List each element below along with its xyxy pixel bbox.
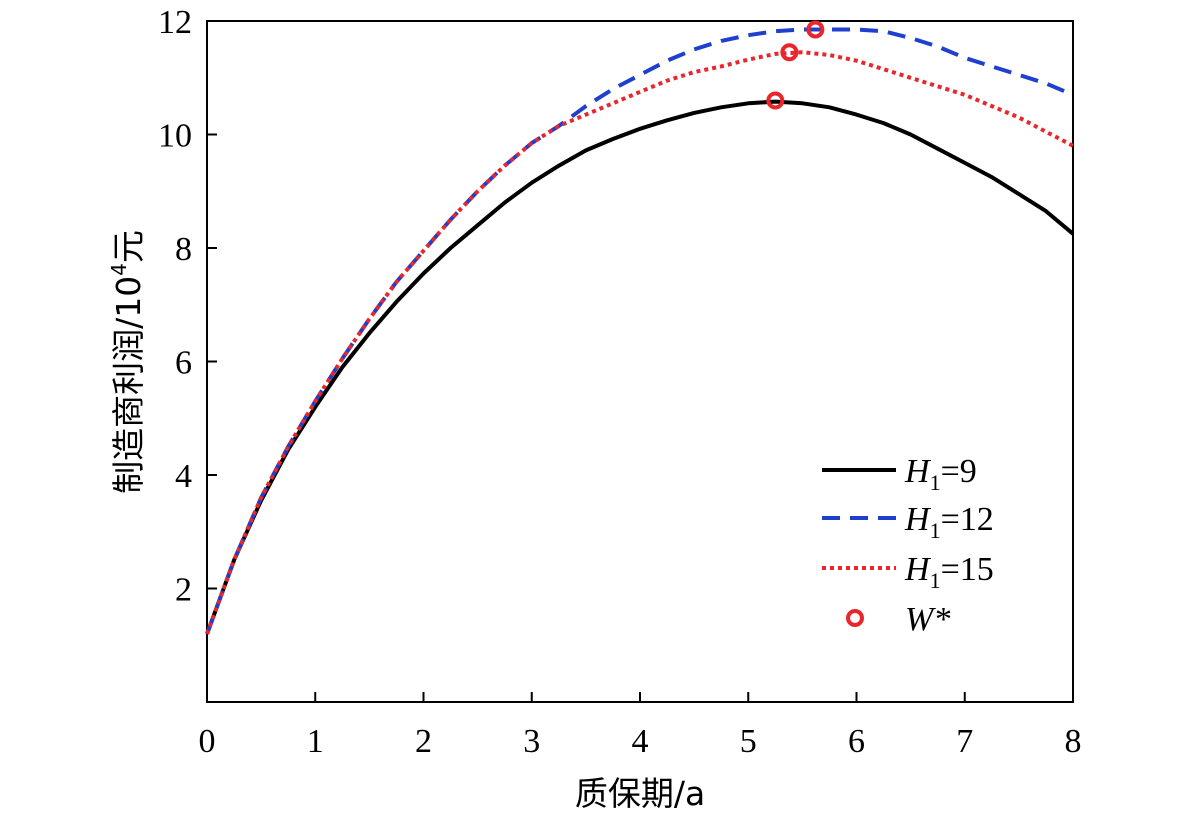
y-axis-title: 制造商利润/104元 xyxy=(107,230,148,494)
y-tick-label: 4 xyxy=(175,458,192,495)
legend-label-h1-9-main: H xyxy=(904,453,932,490)
y-tick-label: 10 xyxy=(158,118,192,155)
x-tick-label: 8 xyxy=(1065,723,1082,760)
series-line-h1-9 xyxy=(205,99,1075,635)
plot-frame xyxy=(206,20,1074,703)
y-axis-title-sup: 4 xyxy=(107,263,131,276)
y-axis-title-main: 制造商利润/10 xyxy=(109,276,148,494)
series-line-h1-15 xyxy=(205,50,1074,635)
x-tick-label: 4 xyxy=(632,723,649,760)
x-axis-title: 质保期/a xyxy=(575,774,705,813)
legend-label-h1-9-sub: 1 xyxy=(930,470,941,495)
y-axis-title-unit: 元 xyxy=(109,230,148,263)
legend-label-h1-9-rest: =9 xyxy=(941,453,977,490)
legend-label-h1-15-rest: =15 xyxy=(941,551,994,588)
y-tick-label: 2 xyxy=(175,572,192,609)
legend-label-h1-12-rest: =12 xyxy=(941,501,994,538)
legend-label-w-star: W* xyxy=(905,601,950,638)
legend-label-h1-9: H1=9 xyxy=(904,453,977,495)
legend-label-h1-12-main: H xyxy=(904,501,932,538)
optimal-point-marker xyxy=(806,20,825,39)
x-tick-label: 2 xyxy=(415,723,432,760)
x-tick-label: 7 xyxy=(956,723,973,760)
y-tick-label: 6 xyxy=(175,345,192,382)
x-tick-label: 1 xyxy=(307,723,324,760)
x-tick-label: 6 xyxy=(848,723,865,760)
optimal-point-marker xyxy=(780,43,799,62)
legend-label-h1-12-sub: 1 xyxy=(930,518,941,543)
series-layer xyxy=(205,27,1075,635)
legend-marker-w-star xyxy=(846,609,864,627)
y-tick-label: 12 xyxy=(158,4,192,41)
x-tick-label: 5 xyxy=(740,723,757,760)
legend-label-h1-15-main: H xyxy=(904,551,932,588)
optimal-point-marker xyxy=(766,91,785,110)
x-tick-label: 3 xyxy=(523,723,540,760)
y-tick-label: 8 xyxy=(175,231,192,268)
legend-label-h1-12: H1=12 xyxy=(904,501,994,543)
legend-label-h1-15: H1=15 xyxy=(904,551,994,593)
legend-label-h1-15-sub: 1 xyxy=(930,568,941,593)
y-axis-ticks: 2 4 6 8 10 12 xyxy=(158,4,217,609)
x-axis-ticks: 0 1 2 3 4 5 6 7 8 xyxy=(199,692,1082,760)
series-line-h1-12 xyxy=(205,27,1074,635)
x-tick-label: 0 xyxy=(199,723,216,760)
marker-layer xyxy=(766,20,825,110)
legend: H1=9 H1=12 H1=15 W* xyxy=(822,453,994,638)
